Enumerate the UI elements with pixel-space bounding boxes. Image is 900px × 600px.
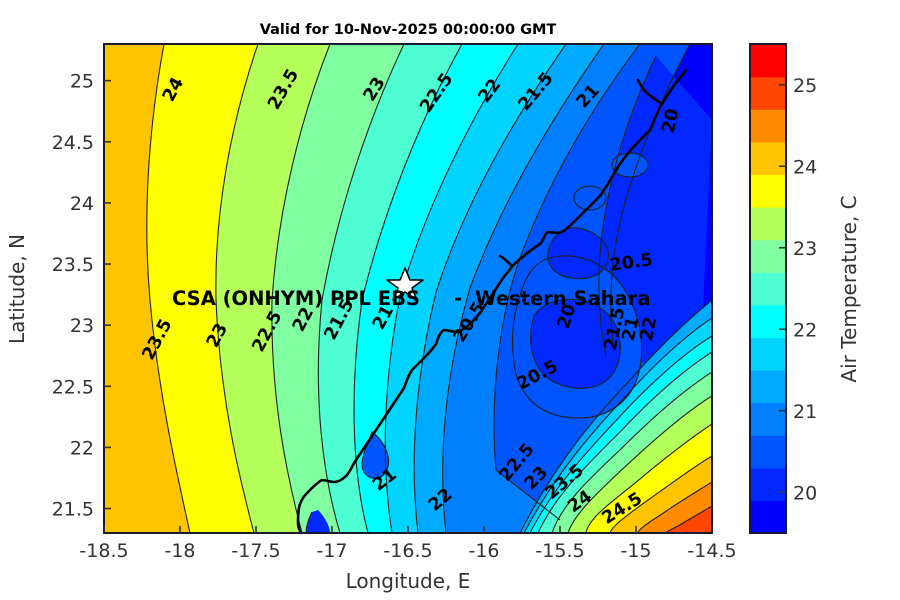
y-tick-label: 25 bbox=[70, 71, 94, 93]
colorbar-swatch bbox=[750, 337, 786, 371]
coastline-spur bbox=[636, 78, 664, 106]
contour-label: 20 bbox=[659, 107, 684, 135]
colorbar-swatch bbox=[750, 44, 786, 78]
y-tick-label: 23 bbox=[70, 315, 94, 337]
page-title: Valid for 10-Nov-2025 00:00:00 GMT bbox=[260, 22, 557, 38]
x-tick-label: -16.5 bbox=[383, 540, 432, 562]
label-csa-onhym-ppl-ebs: CSA (ONHYM) PPL EBS bbox=[172, 287, 420, 310]
fill-corner-cold-sw bbox=[306, 510, 330, 533]
colorbar[interactable]: 20 21 22 23 24 25 Air Temperature, C bbox=[749, 43, 861, 534]
colorbar-tick-label: 20 bbox=[793, 482, 817, 504]
x-tick-label: -17 bbox=[316, 540, 347, 562]
colorbar-tick-label: 25 bbox=[793, 75, 817, 97]
y-tick-label: 23.5 bbox=[52, 254, 94, 276]
colorbar-frame bbox=[749, 43, 787, 534]
y-tick-label: 21.5 bbox=[52, 499, 94, 521]
contour-plot-area: CSA (ONHYM) PPL EBS - Western Sahara 24 2… bbox=[103, 43, 713, 534]
x-tick-label: -16 bbox=[468, 540, 499, 562]
colorbar-swatch bbox=[750, 239, 786, 273]
x-tick-label: -17.5 bbox=[231, 540, 280, 562]
colorbar-tick-label: 22 bbox=[793, 319, 817, 341]
contour-lines bbox=[146, 44, 712, 533]
x-axis-ticks: -18.5 -18 -17.5 -17 -16.5 -16 -15.5 -15 -14.5 bbox=[79, 526, 737, 562]
contour-label: 21 bbox=[619, 315, 644, 343]
colorbar-swatches bbox=[750, 44, 786, 534]
y-tick-label: 22 bbox=[70, 437, 94, 459]
colorbar-swatch bbox=[750, 467, 786, 501]
coastline-inlet bbox=[498, 254, 514, 268]
x-tick-label: -15 bbox=[620, 540, 651, 562]
x-tick-label: -18 bbox=[164, 540, 195, 562]
fill-blob-darkblue bbox=[547, 227, 609, 279]
colorbar-swatch bbox=[750, 141, 786, 175]
x-tick-label: -15.5 bbox=[535, 540, 584, 562]
y-axis-label: Latitude, N bbox=[5, 234, 29, 344]
y-tick-label: 24.5 bbox=[52, 132, 94, 154]
colorbar-swatch bbox=[750, 109, 786, 143]
colorbar-swatch bbox=[750, 304, 786, 338]
colorbar-swatch bbox=[750, 174, 786, 208]
fill-droplet-cold bbox=[362, 432, 389, 479]
fill-coldcore-20 bbox=[530, 299, 621, 389]
x-tick-label: -18.5 bbox=[79, 540, 128, 562]
colorbar-swatch bbox=[750, 207, 786, 241]
colorbar-swatch bbox=[750, 370, 786, 404]
colorbar-tick-label: 23 bbox=[793, 238, 817, 260]
star-marker[interactable] bbox=[386, 267, 424, 301]
colorbar-tick-label: 21 bbox=[793, 401, 817, 423]
colorbar-ticks: 20 21 22 23 24 25 bbox=[779, 75, 817, 504]
y-axis-ticks: 21.5 22 22.5 23 23.5 24 24.5 25 bbox=[52, 71, 111, 521]
label-separator: - bbox=[454, 287, 462, 310]
colorbar-swatch bbox=[750, 272, 786, 306]
coastline bbox=[296, 68, 688, 533]
colorbar-swatch bbox=[750, 500, 786, 534]
colorbar-tick-label: 24 bbox=[793, 156, 817, 178]
y-tick-label: 24 bbox=[70, 193, 94, 215]
colorbar-swatch bbox=[750, 402, 786, 436]
fill-island-warm-2 bbox=[574, 186, 606, 210]
x-tick-label: -14.5 bbox=[687, 540, 736, 562]
colorbar-swatch bbox=[750, 76, 786, 110]
label-western-sahara: Western Sahara bbox=[475, 287, 651, 310]
y-tick-label: 22.5 bbox=[52, 376, 94, 398]
colorbar-label: Air Temperature, C bbox=[837, 195, 861, 382]
colorbar-swatch bbox=[750, 435, 786, 469]
contour-label: 22 bbox=[637, 315, 662, 343]
x-axis-label: Longitude, E bbox=[346, 569, 471, 593]
